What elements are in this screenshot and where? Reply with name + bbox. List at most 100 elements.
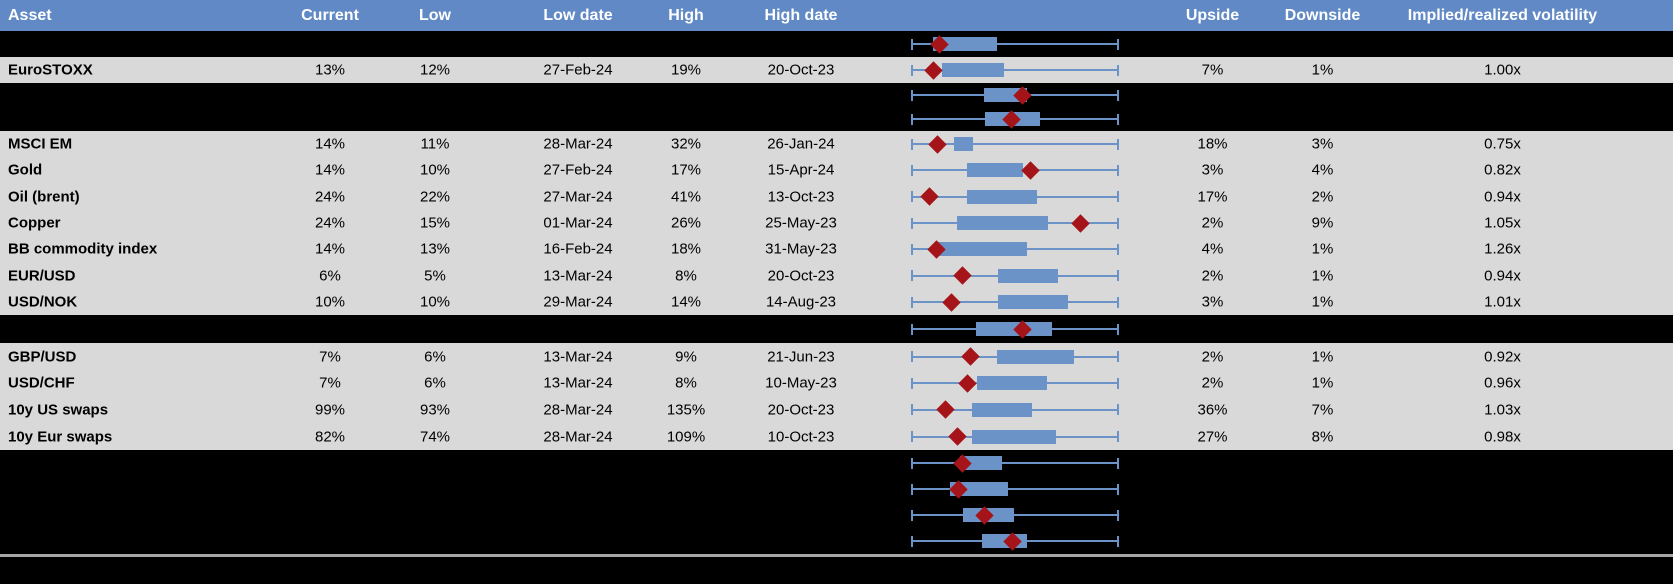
downside-cell[interactable]: 4% bbox=[1311, 161, 1334, 179]
implied-realized-cell[interactable]: 1.01x bbox=[1484, 293, 1521, 311]
low-date-cell[interactable]: 28-Mar-24 bbox=[543, 428, 613, 445]
box-whisker-chart[interactable] bbox=[905, 423, 1127, 450]
high-date-cell[interactable]: 10-Oct-23 bbox=[767, 428, 835, 445]
current-cell[interactable]: 14% bbox=[314, 135, 346, 153]
current-cell[interactable]: 7% bbox=[319, 348, 341, 365]
box-whisker-chart[interactable] bbox=[905, 476, 1127, 502]
implied-realized-cell[interactable]: 0.94x bbox=[1484, 188, 1521, 205]
upside-cell[interactable]: 7% bbox=[1201, 61, 1224, 79]
low-cell[interactable]: 10% bbox=[419, 161, 451, 179]
low-date-cell[interactable]: 13-Mar-24 bbox=[543, 267, 613, 284]
high-date-cell[interactable]: 15-Apr-24 bbox=[767, 161, 835, 179]
high-date-cell[interactable]: 25-May-23 bbox=[765, 214, 837, 232]
box-whisker-chart[interactable] bbox=[905, 528, 1127, 554]
asset-row-msci-em[interactable]: MSCI EM 14% 11% 28-Mar-24 32% 26-Jan-24 18% 3% 0… bbox=[0, 131, 1673, 157]
current-cell[interactable]: 7% bbox=[319, 374, 341, 392]
downside-cell[interactable]: 3% bbox=[1311, 135, 1334, 153]
upside-cell[interactable]: 2% bbox=[1201, 214, 1224, 232]
header-asset[interactable]: Asset bbox=[8, 6, 52, 24]
box-whisker-chart[interactable] bbox=[905, 289, 1127, 315]
high-cell[interactable]: 41% bbox=[670, 188, 702, 205]
low-date-cell[interactable]: 13-Mar-24 bbox=[543, 374, 613, 392]
asset-row-copper[interactable]: Copper 24% 15% 01-Mar-24 26% 25-May-23 2% 9% 1.0… bbox=[0, 210, 1673, 236]
low-date-cell[interactable]: 01-Mar-24 bbox=[543, 214, 613, 232]
low-date-cell[interactable]: 28-Mar-24 bbox=[543, 135, 613, 153]
upside-cell[interactable]: 3% bbox=[1201, 161, 1224, 179]
downside-cell[interactable]: 1% bbox=[1311, 293, 1334, 311]
asset-row-gold[interactable]: Gold 14% 10% 27-Feb-24 17% 15-Apr-24 3% 4% 0.82x bbox=[0, 157, 1673, 183]
asset-row-10y-us-swaps[interactable]: 10y US swaps 99% 93% 28-Mar-24 135% 20-Oct-23… bbox=[0, 396, 1673, 423]
low-date-cell[interactable]: 16-Feb-24 bbox=[543, 240, 613, 258]
current-cell[interactable]: 13% bbox=[314, 61, 346, 79]
current-cell[interactable]: 6% bbox=[319, 267, 341, 284]
box-whisker-chart[interactable] bbox=[905, 343, 1127, 370]
high-date-cell[interactable]: 20-Oct-23 bbox=[767, 61, 835, 79]
asset-name-cell[interactable]: MSCI EM bbox=[8, 135, 73, 153]
asset-name-cell[interactable]: 10y Eur swaps bbox=[8, 428, 113, 445]
high-cell[interactable]: 9% bbox=[675, 348, 697, 365]
high-date-cell[interactable]: 20-Oct-23 bbox=[767, 267, 835, 284]
current-cell[interactable]: 82% bbox=[314, 428, 346, 445]
low-cell[interactable]: 12% bbox=[419, 61, 451, 79]
low-date-cell[interactable]: 28-Mar-24 bbox=[543, 401, 613, 418]
low-cell[interactable]: 5% bbox=[424, 267, 446, 284]
implied-realized-cell[interactable]: 0.75x bbox=[1484, 135, 1521, 153]
box-whisker-chart[interactable] bbox=[905, 370, 1127, 396]
box-whisker-chart[interactable] bbox=[905, 315, 1127, 343]
box-whisker-chart[interactable] bbox=[905, 502, 1127, 528]
asset-row-gbp-usd[interactable]: GBP/USD 7% 6% 13-Mar-24 9% 21-Jun-23 2% 1% 0.92x bbox=[0, 343, 1673, 370]
header-downside[interactable]: Downside bbox=[1284, 6, 1361, 24]
box-whisker-chart[interactable] bbox=[905, 262, 1127, 289]
low-date-cell[interactable]: 27-Feb-24 bbox=[543, 161, 613, 179]
implied-realized-cell[interactable]: 1.03x bbox=[1484, 401, 1521, 418]
low-date-cell[interactable]: 27-Mar-24 bbox=[543, 188, 613, 205]
current-cell[interactable]: 24% bbox=[314, 188, 346, 205]
high-cell[interactable]: 18% bbox=[670, 240, 702, 258]
upside-cell[interactable]: 36% bbox=[1197, 401, 1228, 418]
downside-cell[interactable]: 8% bbox=[1311, 428, 1334, 445]
header-low-date[interactable]: Low date bbox=[543, 6, 613, 24]
asset-row-eur-usd[interactable]: EUR/USD 6% 5% 13-Mar-24 8% 20-Oct-23 2% 1% 0.94x bbox=[0, 262, 1673, 289]
low-cell[interactable]: 10% bbox=[419, 293, 451, 311]
implied-realized-cell[interactable]: 0.98x bbox=[1484, 428, 1521, 445]
implied-realized-cell[interactable]: 0.96x bbox=[1484, 374, 1521, 392]
box-whisker-chart[interactable] bbox=[905, 210, 1127, 236]
high-cell[interactable]: 26% bbox=[670, 214, 702, 232]
box-whisker-chart[interactable] bbox=[905, 131, 1127, 157]
low-date-cell[interactable]: 13-Mar-24 bbox=[543, 348, 613, 365]
high-cell[interactable]: 19% bbox=[670, 61, 702, 79]
upside-cell[interactable]: 2% bbox=[1201, 374, 1224, 392]
implied-realized-cell[interactable]: 1.05x bbox=[1484, 214, 1521, 232]
hidden-row[interactable] bbox=[0, 107, 1673, 131]
low-cell[interactable]: 74% bbox=[419, 428, 451, 445]
high-cell[interactable]: 135% bbox=[666, 401, 706, 418]
header-high-date[interactable]: High date bbox=[764, 6, 838, 24]
asset-row-10y-eur-swaps[interactable]: 10y Eur swaps 82% 74% 28-Mar-24 109% 10-Oct-2… bbox=[0, 423, 1673, 450]
asset-row-oil-brent[interactable]: Oil (brent) 24% 22% 27-Mar-24 41% 13-Oct-23 17… bbox=[0, 183, 1673, 210]
box-whisker-chart[interactable] bbox=[905, 107, 1127, 131]
box-whisker-chart[interactable] bbox=[905, 57, 1127, 83]
asset-name-cell[interactable]: EuroSTOXX bbox=[8, 61, 93, 79]
asset-row-usd-nok[interactable]: USD/NOK 10% 10% 29-Mar-24 14% 14-Aug-23 3% 1% 1.… bbox=[0, 289, 1673, 315]
low-cell[interactable]: 6% bbox=[424, 348, 446, 365]
hidden-row[interactable] bbox=[0, 502, 1673, 528]
high-cell[interactable]: 8% bbox=[675, 267, 697, 284]
asset-row-bb-commodity-index[interactable]: BB commodity index 14% 13% 16-Feb-24 18% 31-M… bbox=[0, 236, 1673, 262]
downside-cell[interactable]: 1% bbox=[1311, 267, 1334, 284]
high-cell[interactable]: 8% bbox=[675, 374, 697, 392]
upside-cell[interactable]: 3% bbox=[1201, 293, 1224, 311]
header-upside[interactable]: Upside bbox=[1185, 6, 1240, 24]
box-whisker-chart[interactable] bbox=[905, 396, 1127, 423]
low-cell[interactable]: 15% bbox=[419, 214, 451, 232]
upside-cell[interactable]: 18% bbox=[1197, 135, 1228, 153]
downside-cell[interactable]: 2% bbox=[1311, 188, 1334, 205]
high-cell[interactable]: 14% bbox=[670, 293, 702, 311]
high-date-cell[interactable]: 21-Jun-23 bbox=[767, 348, 835, 365]
current-cell[interactable]: 99% bbox=[314, 401, 346, 418]
downside-cell[interactable]: 1% bbox=[1311, 374, 1334, 392]
box-whisker-chart[interactable] bbox=[905, 183, 1127, 210]
implied-realized-cell[interactable]: 1.00x bbox=[1484, 61, 1521, 79]
current-cell[interactable]: 10% bbox=[314, 293, 346, 311]
current-cell[interactable]: 24% bbox=[314, 214, 346, 232]
low-cell[interactable]: 93% bbox=[419, 401, 451, 418]
